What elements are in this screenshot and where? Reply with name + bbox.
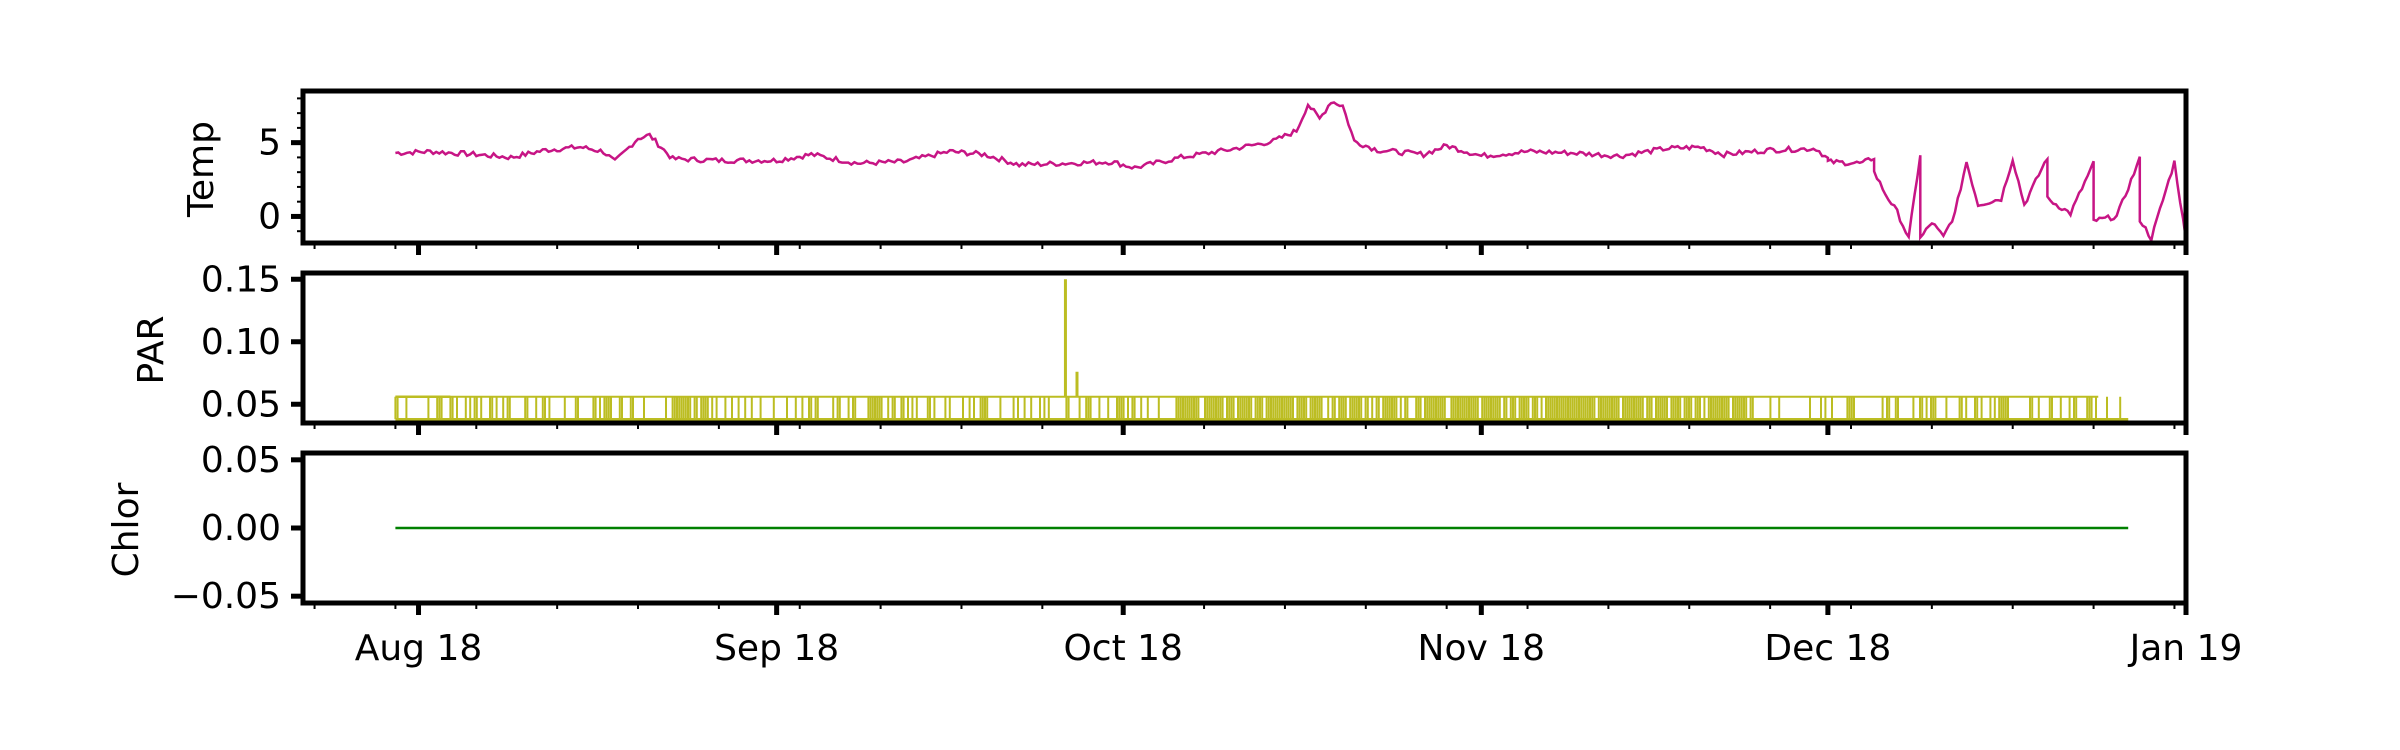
x-tick-label: Oct 18	[1063, 628, 1183, 669]
x-tick-label: Dec 18	[1764, 628, 1891, 669]
x-tick-label: Sep 18	[714, 628, 839, 669]
par-y-ticks: 0.05 0.10 0.15	[201, 259, 303, 425]
y-tick-label: 0.15	[201, 259, 281, 300]
temp-x-ticks	[313, 243, 2189, 255]
x-tick-label: Jan 19	[2128, 628, 2243, 669]
chlor-ylabel: Chlor	[106, 482, 147, 577]
temp-series-line	[395, 101, 2188, 244]
x-tick-label: Nov 18	[1418, 628, 1546, 669]
temp-plot-frame	[300, 88, 2189, 246]
temp-ylabel: Temp	[181, 121, 222, 218]
y-tick-label: 0.05	[201, 440, 281, 481]
y-tick-label: 0	[258, 196, 281, 237]
y-tick-label: 5	[258, 123, 281, 164]
par-series-lines	[394, 279, 2129, 421]
par-panel: PAR 0.05 0.10 0.15	[131, 259, 2189, 435]
par-ylabel: PAR	[131, 315, 172, 384]
chlor-y-ticks: −0.05 0.00 0.05	[171, 440, 303, 617]
temp-panel: Temp 05	[181, 88, 2189, 255]
y-tick-label: 0.10	[201, 322, 281, 363]
y-tick-label: 0.00	[201, 508, 281, 549]
temp-y-ticks: 05	[258, 97, 303, 237]
y-tick-label: −0.05	[171, 576, 281, 617]
x-tick-label: Aug 18	[355, 628, 483, 669]
chlor-plot-frame	[300, 450, 2189, 606]
par-x-ticks	[313, 423, 2189, 435]
par-plot-frame	[300, 270, 2189, 426]
chlor-panel: Chlor −0.05 0.00 0.05 Aug 18 Sep 18 Oct 18 No…	[106, 440, 2242, 669]
y-tick-label: 0.05	[201, 384, 281, 425]
chlor-x-ticks: Aug 18 Sep 18 Oct 18 Nov 18 Dec 18 Jan 19	[313, 603, 2243, 669]
